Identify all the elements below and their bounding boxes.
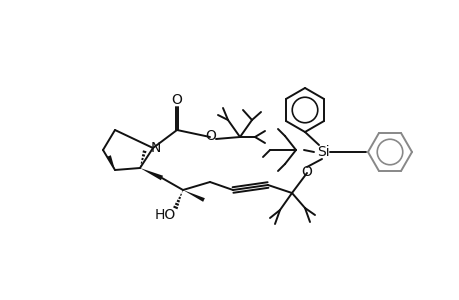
Text: O: O xyxy=(205,129,216,143)
Polygon shape xyxy=(107,155,115,170)
Text: N: N xyxy=(151,141,161,155)
Text: O: O xyxy=(301,165,312,179)
Text: HO: HO xyxy=(154,208,175,222)
Text: Si: Si xyxy=(316,145,329,159)
Polygon shape xyxy=(183,190,204,202)
Text: O: O xyxy=(171,93,182,107)
Polygon shape xyxy=(140,168,162,180)
